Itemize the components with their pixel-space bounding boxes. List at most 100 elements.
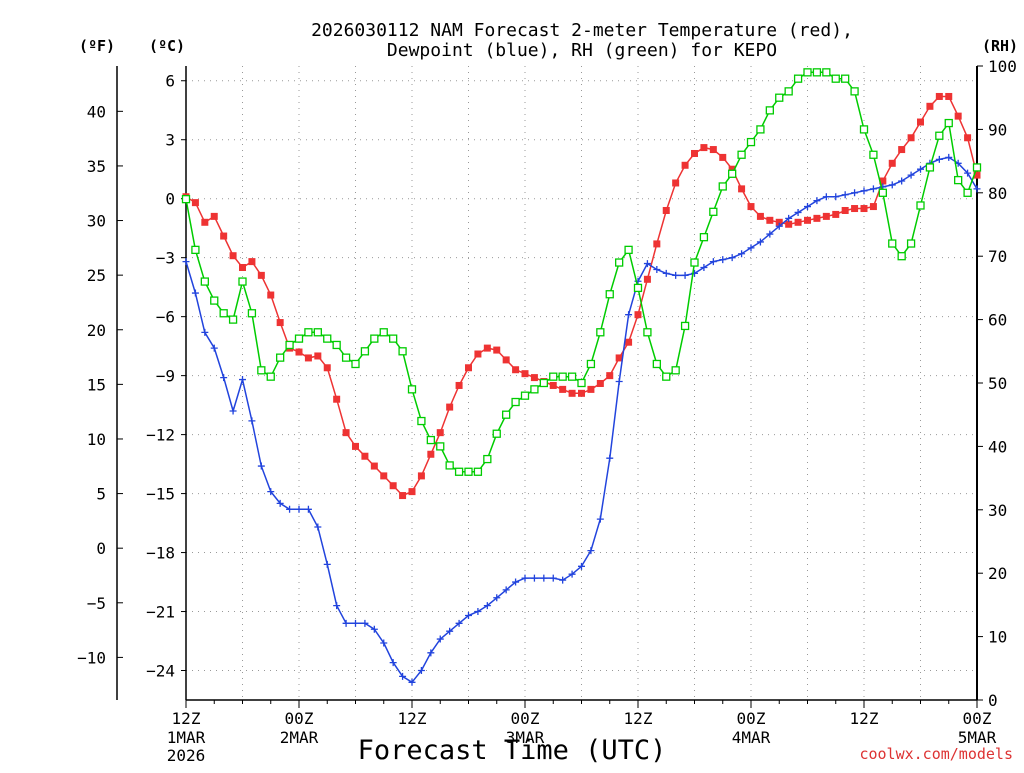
dewpoint-point-20 xyxy=(370,625,378,633)
dewpoint-point-38 xyxy=(540,574,548,582)
rh-point-7 xyxy=(247,309,257,318)
rh-tick-label-8: 20 xyxy=(988,564,1007,583)
temperature-point-53 xyxy=(681,161,689,169)
rh-point-23 xyxy=(398,347,407,356)
dewpoint-point-11 xyxy=(286,505,294,513)
temperature-point-63 xyxy=(775,218,783,226)
x-tick-label-time-6: 12Z xyxy=(850,709,879,728)
dewpoint-point-19 xyxy=(361,619,369,627)
rh-tick-label-6: 40 xyxy=(988,437,1007,456)
rh-point-76 xyxy=(897,252,906,261)
rh-point-77 xyxy=(906,239,916,248)
axes-layer: 630−3−6−9−12−15−18−21−244035302520151050… xyxy=(77,57,1017,765)
dewpoint-point-36 xyxy=(521,574,529,582)
fahrenheit-tick-label-3: 25 xyxy=(87,266,106,285)
temperature-point-8 xyxy=(257,271,265,279)
rh-unit-label: (RH) xyxy=(982,37,1018,55)
temperature-point-29 xyxy=(455,381,463,389)
rh-point-1 xyxy=(191,245,200,255)
rh-tick-label-10: 0 xyxy=(988,691,998,710)
fahrenheit-tick-label-0: 40 xyxy=(87,102,106,121)
rh-tick-label-0: 100 xyxy=(988,57,1017,76)
temperature-point-82 xyxy=(954,112,962,120)
dewpoint-point-31 xyxy=(474,608,482,616)
rh-point-62 xyxy=(765,106,774,115)
dewpoint-point-70 xyxy=(841,191,849,199)
temperature-point-15 xyxy=(323,364,331,372)
temperature-point-36 xyxy=(521,370,529,378)
celsius-tick-label-9: −21 xyxy=(146,603,175,622)
temperature-point-79 xyxy=(926,102,934,110)
rh-point-43 xyxy=(586,359,596,369)
rh-point-13 xyxy=(304,328,313,337)
rh-point-61 xyxy=(756,125,765,134)
rh-point-66 xyxy=(803,68,812,77)
temperature-point-68 xyxy=(822,212,830,220)
rh-tick-label-1: 90 xyxy=(988,120,1007,139)
dewpoint-point-27 xyxy=(436,635,444,643)
rh-point-63 xyxy=(775,93,784,102)
temperature-point-31 xyxy=(474,350,482,358)
temperature-point-39 xyxy=(549,381,557,389)
fahrenheit-unit-label: (ºF) xyxy=(79,37,115,55)
dewpoint-point-60 xyxy=(747,244,755,252)
fahrenheit-tick-label-2: 30 xyxy=(87,212,106,231)
dewpoint-point-39 xyxy=(549,574,557,582)
dewpoint-point-6 xyxy=(239,376,246,384)
dewpoint-point-26 xyxy=(427,649,435,657)
dewpoint-point-52 xyxy=(672,271,680,279)
temperature-point-27 xyxy=(436,429,444,437)
rh-point-60 xyxy=(746,137,756,147)
dewpoint-point-15 xyxy=(323,560,331,568)
rh-point-11 xyxy=(285,340,294,350)
rh-point-82 xyxy=(954,175,963,185)
temperature-point-57 xyxy=(719,153,727,161)
temperature-point-62 xyxy=(766,216,774,224)
temperature-point-21 xyxy=(380,472,388,480)
temperature-point-3 xyxy=(210,212,218,220)
temperature-point-77 xyxy=(907,134,915,142)
dewpoint-point-46 xyxy=(615,378,623,386)
temperature-point-13 xyxy=(304,354,312,362)
rh-point-16 xyxy=(332,340,341,350)
dewpoint-point-51 xyxy=(662,269,670,277)
rh-point-72 xyxy=(859,125,869,134)
temperature-point-41 xyxy=(568,389,576,397)
temperature-point-59 xyxy=(738,185,746,193)
rh-point-69 xyxy=(831,74,840,83)
temperature-point-74 xyxy=(879,177,887,185)
x-tick-label-time-3: 00Z xyxy=(511,709,540,728)
temperature-point-64 xyxy=(785,220,793,228)
rh-point-46 xyxy=(615,258,624,267)
temperature-point-70 xyxy=(841,206,849,214)
rh-point-81 xyxy=(944,118,953,128)
dewpoint-point-55 xyxy=(700,264,708,272)
rh-point-42 xyxy=(577,378,586,388)
celsius-tick-label-6: −12 xyxy=(146,426,175,445)
dewpoint-point-78 xyxy=(917,165,924,173)
celsius-tick-label-1: 3 xyxy=(165,131,175,150)
rh-point-47 xyxy=(624,245,633,255)
dewpoint-point-49 xyxy=(643,260,651,268)
dewpoint-point-34 xyxy=(502,586,510,594)
dewpoint-point-40 xyxy=(559,576,567,584)
dewpoint-point-37 xyxy=(530,574,538,582)
temperature-point-69 xyxy=(832,210,840,218)
temperature-point-32 xyxy=(483,344,491,352)
rh-series xyxy=(181,68,982,476)
temperature-point-65 xyxy=(794,218,802,226)
celsius-tick-label-0: 6 xyxy=(165,72,175,91)
temperature-point-47 xyxy=(625,338,633,346)
dewpoint-point-25 xyxy=(417,667,425,675)
rh-point-25 xyxy=(417,416,426,426)
x-tick-label-time-5: 00Z xyxy=(737,709,766,728)
dewpoint-point-7 xyxy=(248,417,256,425)
x-tick-label-time-2: 12Z xyxy=(398,709,427,728)
celsius-tick-label-4: −6 xyxy=(156,308,175,327)
temperature-point-10 xyxy=(276,319,284,327)
temperature-point-66 xyxy=(804,216,811,224)
dewpoint-point-76 xyxy=(898,177,906,185)
rh-point-31 xyxy=(473,467,483,476)
temperature-point-55 xyxy=(700,144,708,152)
